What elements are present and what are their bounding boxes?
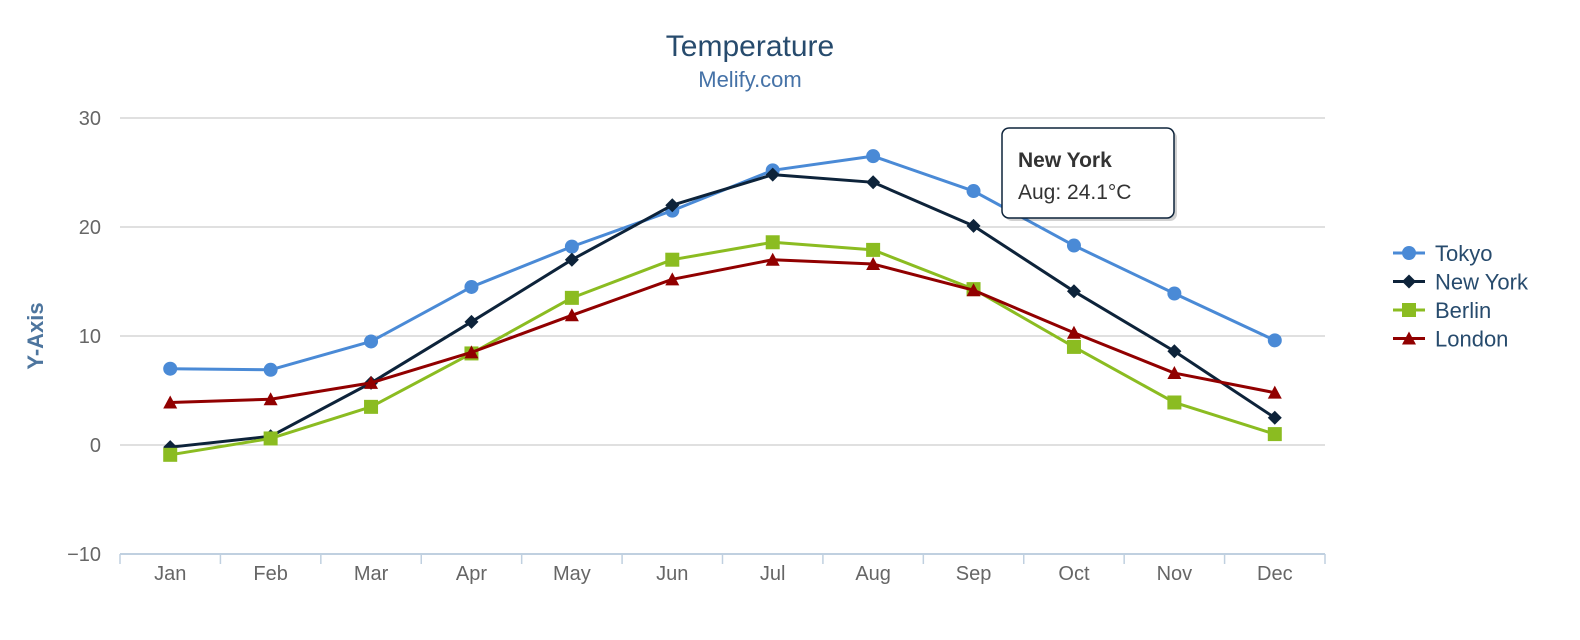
data-point-berlin-feb <box>263 431 278 446</box>
x-tick-label-jul: Jul <box>760 563 786 585</box>
data-point-london-mar <box>364 375 379 389</box>
legend-item-tokyo: Tokyo <box>1393 241 1492 266</box>
x-tick-label-aug: Aug <box>855 563 891 585</box>
x-tick-label-jun: Jun <box>656 563 688 585</box>
series-line-london <box>168 258 1277 404</box>
data-point-berlin-aug <box>866 242 881 257</box>
legend: Tokyo New York Berlin London <box>1393 241 1529 352</box>
data-point-tokyo-sep <box>966 184 981 199</box>
tooltip-series-name: New York <box>1018 149 1112 172</box>
chart-title: Temperature <box>666 30 834 63</box>
data-point-new-york-dec <box>1267 410 1282 425</box>
data-point-berlin-jun <box>665 252 680 267</box>
data-point-london-jan <box>163 395 178 409</box>
data-point-tokyo-oct <box>1066 238 1081 253</box>
data-point-new-york-oct <box>1066 284 1081 299</box>
data-point-tokyo-apr <box>464 279 479 294</box>
data-point-new-york-sep <box>966 218 981 233</box>
data-point-tokyo-jan <box>163 361 178 376</box>
chart-subtitle: Melify.com <box>698 67 802 92</box>
grid-lines <box>120 117 1325 446</box>
data-point-london-feb <box>263 392 278 406</box>
data-point-tokyo-feb <box>263 362 278 377</box>
series-london <box>163 252 1282 409</box>
tooltip-box <box>1001 127 1175 219</box>
data-point-berlin-jul <box>765 235 780 250</box>
data-point-berlin-oct <box>1066 339 1081 354</box>
y-axis-ticks: −10 0 10 20 30 <box>67 108 101 566</box>
y-tick-label-20: 20 <box>79 217 101 239</box>
data-point-tokyo-dec <box>1267 333 1282 348</box>
data-point-tokyo-aug <box>866 149 881 164</box>
x-axis-ticks: Jan Feb Mar Apr May Jun Jul Aug Sep Oct Nov Dec <box>154 563 1292 585</box>
data-point-london-nov <box>1167 366 1182 380</box>
data-point-berlin-nov <box>1167 395 1182 410</box>
series-line-berlin <box>168 240 1277 457</box>
series-layer <box>163 149 1282 462</box>
x-tick-label-apr: Apr <box>456 563 487 585</box>
data-point-berlin-may <box>564 290 579 305</box>
x-axis <box>119 553 1326 564</box>
data-point-tokyo-may <box>564 239 579 254</box>
data-point-london-jun <box>665 272 680 286</box>
data-point-berlin-mar <box>364 399 379 414</box>
data-point-new-york-jul <box>765 167 780 182</box>
data-point-new-york-aug <box>866 175 881 190</box>
y-tick-label-0: 0 <box>90 435 101 457</box>
x-tick-label-dec: Dec <box>1257 563 1293 585</box>
x-tick-label-oct: Oct <box>1058 563 1090 585</box>
legend-marker-berlin <box>1402 303 1416 317</box>
legend-label-berlin: Berlin <box>1435 298 1491 323</box>
legend-marker-tokyo <box>1402 246 1416 260</box>
data-point-tokyo-mar <box>364 334 379 349</box>
y-axis-title: Y-Axis <box>23 302 48 369</box>
data-point-new-york-nov <box>1167 344 1182 359</box>
data-point-berlin-jan <box>163 447 178 462</box>
legend-marker-new-york <box>1402 274 1416 289</box>
data-point-london-oct <box>1066 325 1081 339</box>
series-line-new-york <box>168 173 1277 449</box>
data-point-berlin-dec <box>1267 427 1282 442</box>
x-tick-label-feb: Feb <box>253 563 287 585</box>
x-tick-label-may: May <box>553 563 591 585</box>
tooltip: New York Aug: 24.1°C <box>1001 127 1177 221</box>
data-point-new-york-apr <box>464 314 479 329</box>
tooltip-value: Aug: 24.1°C <box>1018 181 1131 204</box>
legend-marker-london <box>1402 331 1416 345</box>
x-tick-label-nov: Nov <box>1157 563 1193 585</box>
data-point-london-sep <box>966 283 981 297</box>
data-point-tokyo-nov <box>1167 286 1182 301</box>
data-point-london-may <box>564 308 579 322</box>
data-point-london-apr <box>464 345 479 359</box>
legend-item-london: London <box>1393 327 1508 352</box>
y-tick-label-30: 30 <box>79 108 101 130</box>
y-tick-label-10: 10 <box>79 326 101 348</box>
data-point-london-dec <box>1267 385 1282 399</box>
data-point-london-aug <box>866 257 881 271</box>
legend-item-new-york: New York <box>1393 270 1529 295</box>
x-tick-label-jan: Jan <box>154 563 186 585</box>
data-point-london-jul <box>765 252 780 266</box>
legend-label-tokyo: Tokyo <box>1435 241 1492 266</box>
x-tick-label-mar: Mar <box>354 563 389 585</box>
y-tick-label-10: −10 <box>67 544 101 566</box>
data-point-new-york-may <box>564 252 579 267</box>
x-tick-label-sep: Sep <box>956 563 992 585</box>
legend-item-berlin: Berlin <box>1393 298 1491 323</box>
legend-label-london: London <box>1435 327 1508 352</box>
data-point-new-york-jun <box>665 198 680 213</box>
legend-label-new-york: New York <box>1435 270 1529 295</box>
